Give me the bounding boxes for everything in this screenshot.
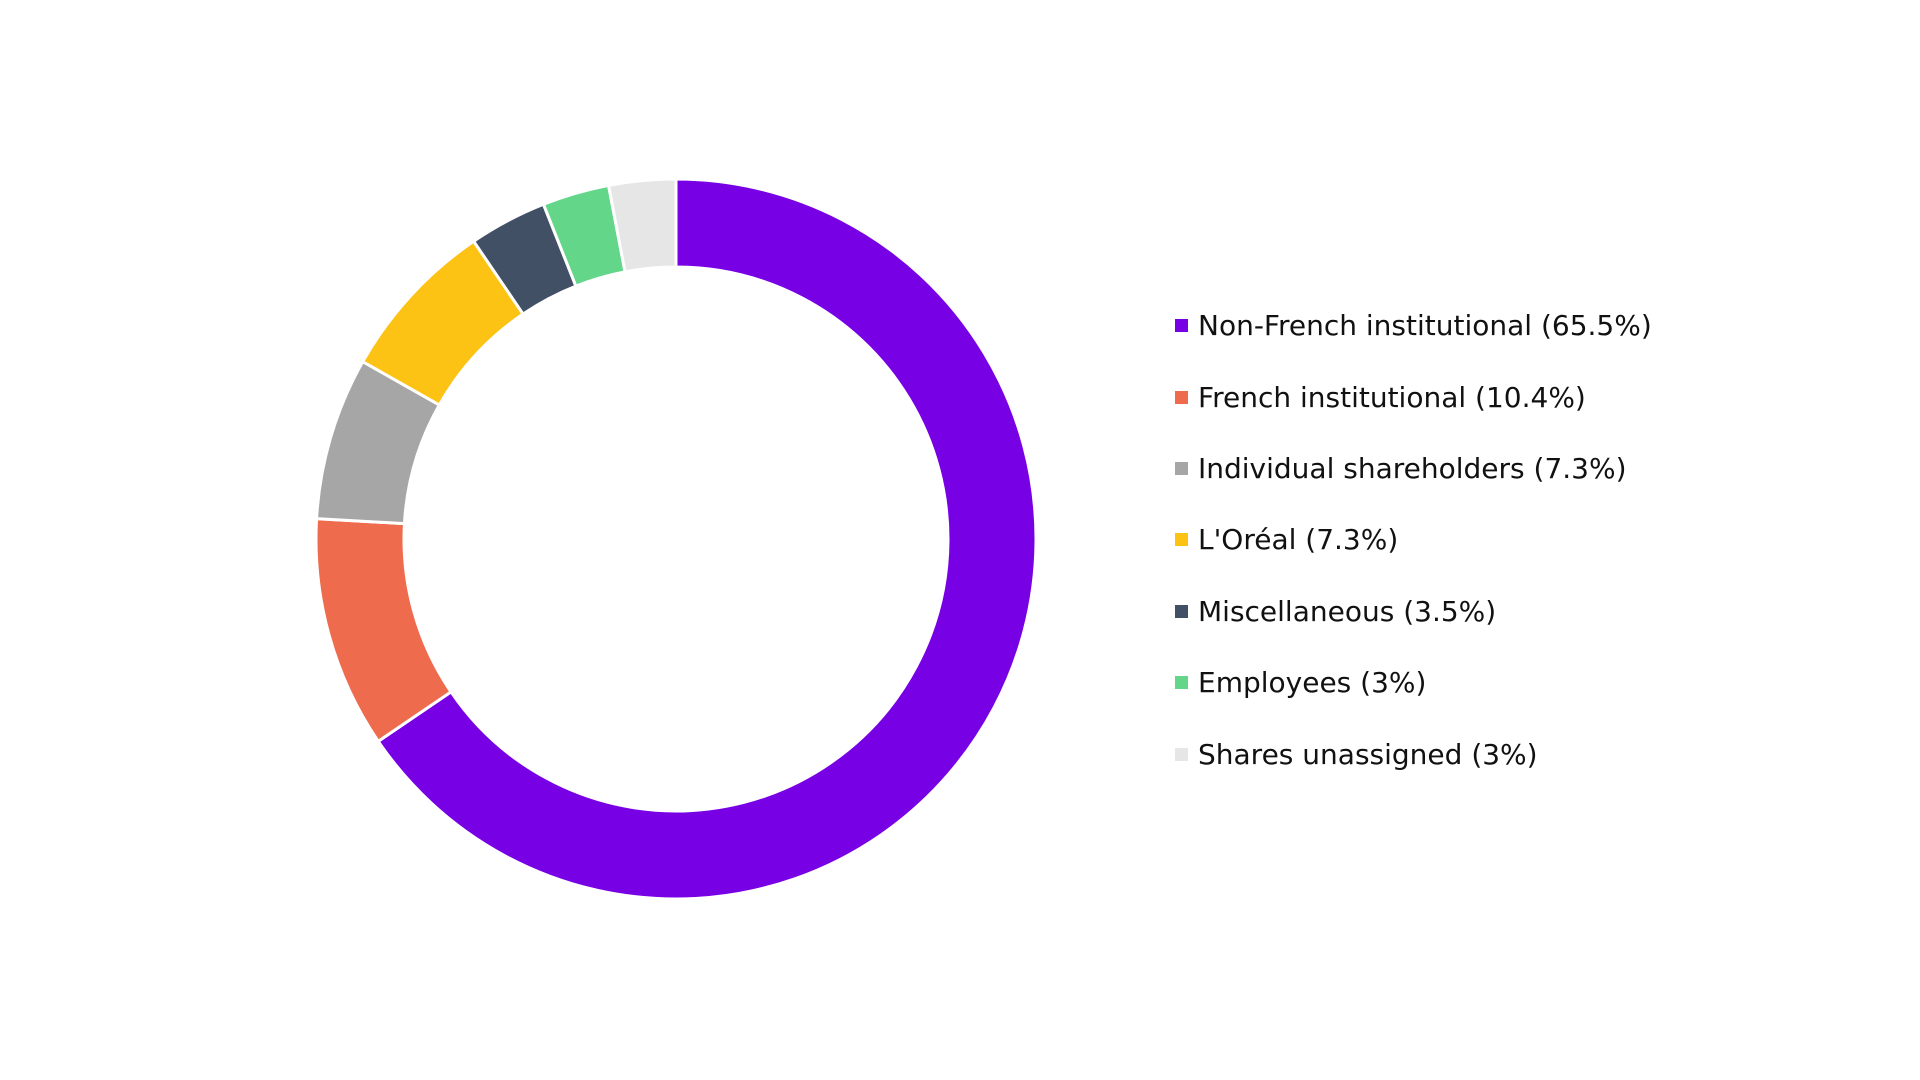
legend-item: Individual shareholders (7.3%) xyxy=(1175,448,1627,488)
legend-item: L'Oréal (7.3%) xyxy=(1175,519,1398,559)
donut-slice-6 xyxy=(606,177,678,274)
legend-label: Employees (3%) xyxy=(1198,665,1427,699)
legend-swatch xyxy=(1175,461,1188,475)
legend-swatch xyxy=(1175,318,1188,332)
legend-swatch xyxy=(1175,390,1188,404)
legend-label: L'Oréal (7.3%) xyxy=(1198,522,1399,556)
legend-label: Individual shareholders (7.3%) xyxy=(1198,451,1627,485)
legend-swatch xyxy=(1175,604,1188,618)
legend-swatch xyxy=(1175,532,1188,546)
donut-slice-0 xyxy=(376,177,1038,901)
legend-item: Employees (3%) xyxy=(1175,662,1426,702)
legend-swatch xyxy=(1175,747,1188,761)
legend-swatch xyxy=(1175,675,1188,689)
legend-label: Miscellaneous (3.5%) xyxy=(1198,594,1497,628)
legend-label: Shares unassigned (3%) xyxy=(1198,737,1538,771)
legend-item: French institutional (10.4%) xyxy=(1175,377,1586,417)
legend-item: Miscellaneous (3.5%) xyxy=(1175,591,1496,631)
legend-item: Non-French institutional (65.5%) xyxy=(1175,305,1652,345)
legend-label: Non-French institutional (65.5%) xyxy=(1198,308,1652,342)
legend-label: French institutional (10.4%) xyxy=(1198,380,1586,414)
legend-item: Shares unassigned (3%) xyxy=(1175,734,1538,774)
